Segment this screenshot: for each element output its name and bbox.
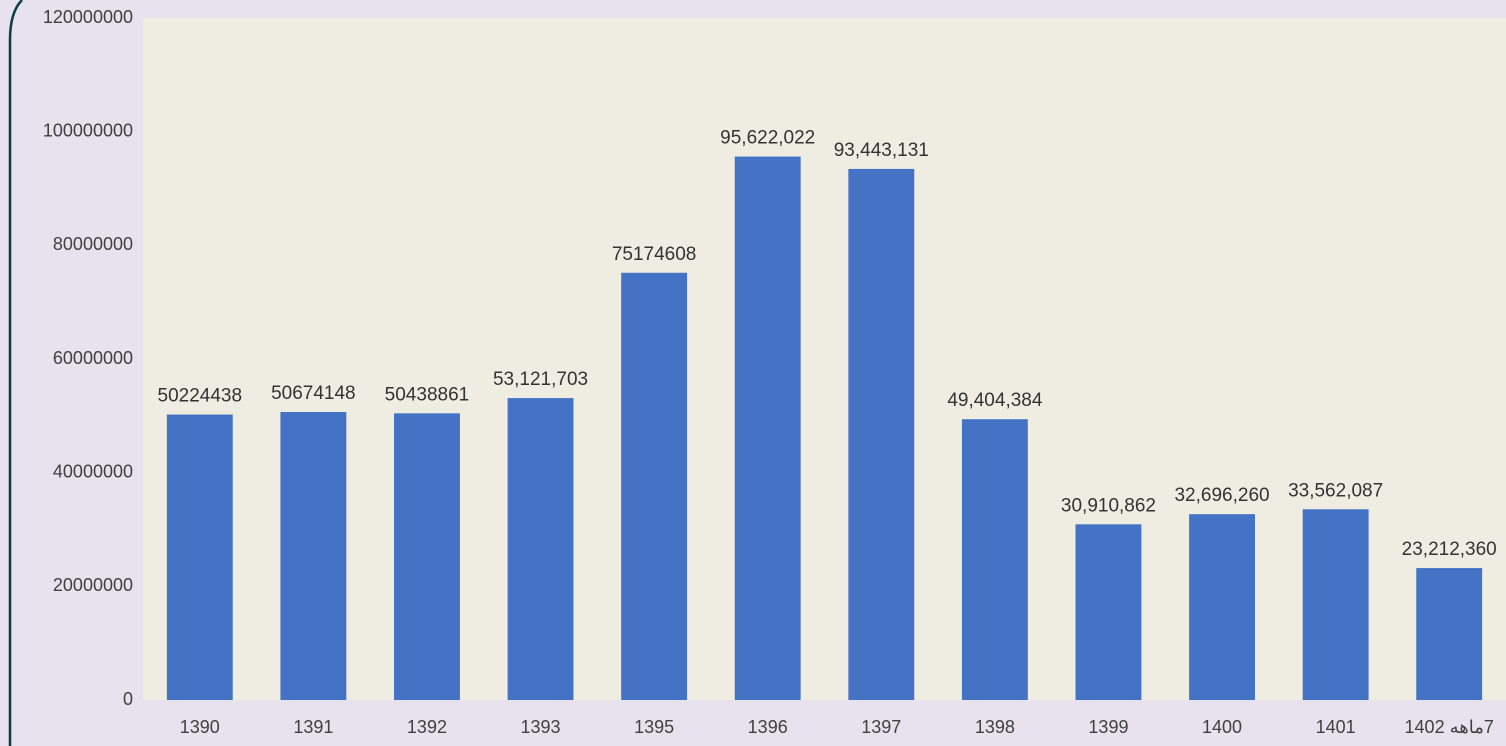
x-tick-label: 1399 bbox=[1088, 717, 1128, 737]
data-label: 23,212,360 bbox=[1402, 539, 1497, 560]
y-tick-label: 100000000 bbox=[43, 120, 133, 140]
bar bbox=[1075, 524, 1142, 700]
bar bbox=[1302, 509, 1369, 700]
y-tick-label: 120000000 bbox=[43, 7, 133, 27]
data-label: 32,696,260 bbox=[1174, 485, 1269, 506]
x-tick-label: 1390 bbox=[180, 717, 220, 737]
y-tick-label: 80000000 bbox=[53, 234, 133, 254]
data-label: 33,562,087 bbox=[1288, 480, 1383, 501]
data-label: 53,121,703 bbox=[493, 369, 588, 390]
y-tick-label: 40000000 bbox=[53, 461, 133, 481]
data-label: 95,622,022 bbox=[720, 128, 815, 149]
frame-border bbox=[8, 0, 23, 746]
data-label: 50674148 bbox=[271, 383, 356, 404]
data-label: 50438861 bbox=[385, 384, 470, 405]
bar bbox=[734, 156, 801, 701]
plot-area bbox=[143, 18, 1506, 700]
y-tick-label: 20000000 bbox=[53, 575, 133, 595]
x-tick-label: 1401 bbox=[1316, 717, 1356, 737]
x-tick-label: 1395 bbox=[634, 717, 674, 737]
y-tick-label: 60000000 bbox=[53, 348, 133, 368]
x-tick-label: 1396 bbox=[748, 717, 788, 737]
x-tick-label: 1391 bbox=[293, 717, 333, 737]
x-tick-label: 1392 bbox=[407, 717, 447, 737]
bar bbox=[1416, 568, 1483, 700]
bar bbox=[394, 413, 460, 700]
data-label: 75174608 bbox=[612, 244, 697, 265]
x-tick-label: 1397 bbox=[861, 717, 901, 737]
bar bbox=[166, 414, 233, 700]
data-label: 93,443,131 bbox=[834, 140, 929, 161]
data-label: 30,910,862 bbox=[1061, 495, 1156, 516]
bar bbox=[507, 398, 574, 700]
bar bbox=[621, 272, 688, 700]
bar bbox=[961, 419, 1028, 700]
bar bbox=[280, 412, 347, 700]
x-tick-label: 1393 bbox=[521, 717, 561, 737]
bar bbox=[848, 168, 915, 701]
y-tick-label: 0 bbox=[123, 689, 133, 709]
x-tick-label: 1398 bbox=[975, 717, 1015, 737]
data-label: 50224438 bbox=[158, 386, 243, 407]
x-tick-label: 1400 bbox=[1202, 717, 1242, 737]
data-label: 49,404,384 bbox=[947, 390, 1043, 411]
bar bbox=[1189, 514, 1255, 700]
x-tick-label: 7ماهه 1402 bbox=[1405, 717, 1494, 737]
